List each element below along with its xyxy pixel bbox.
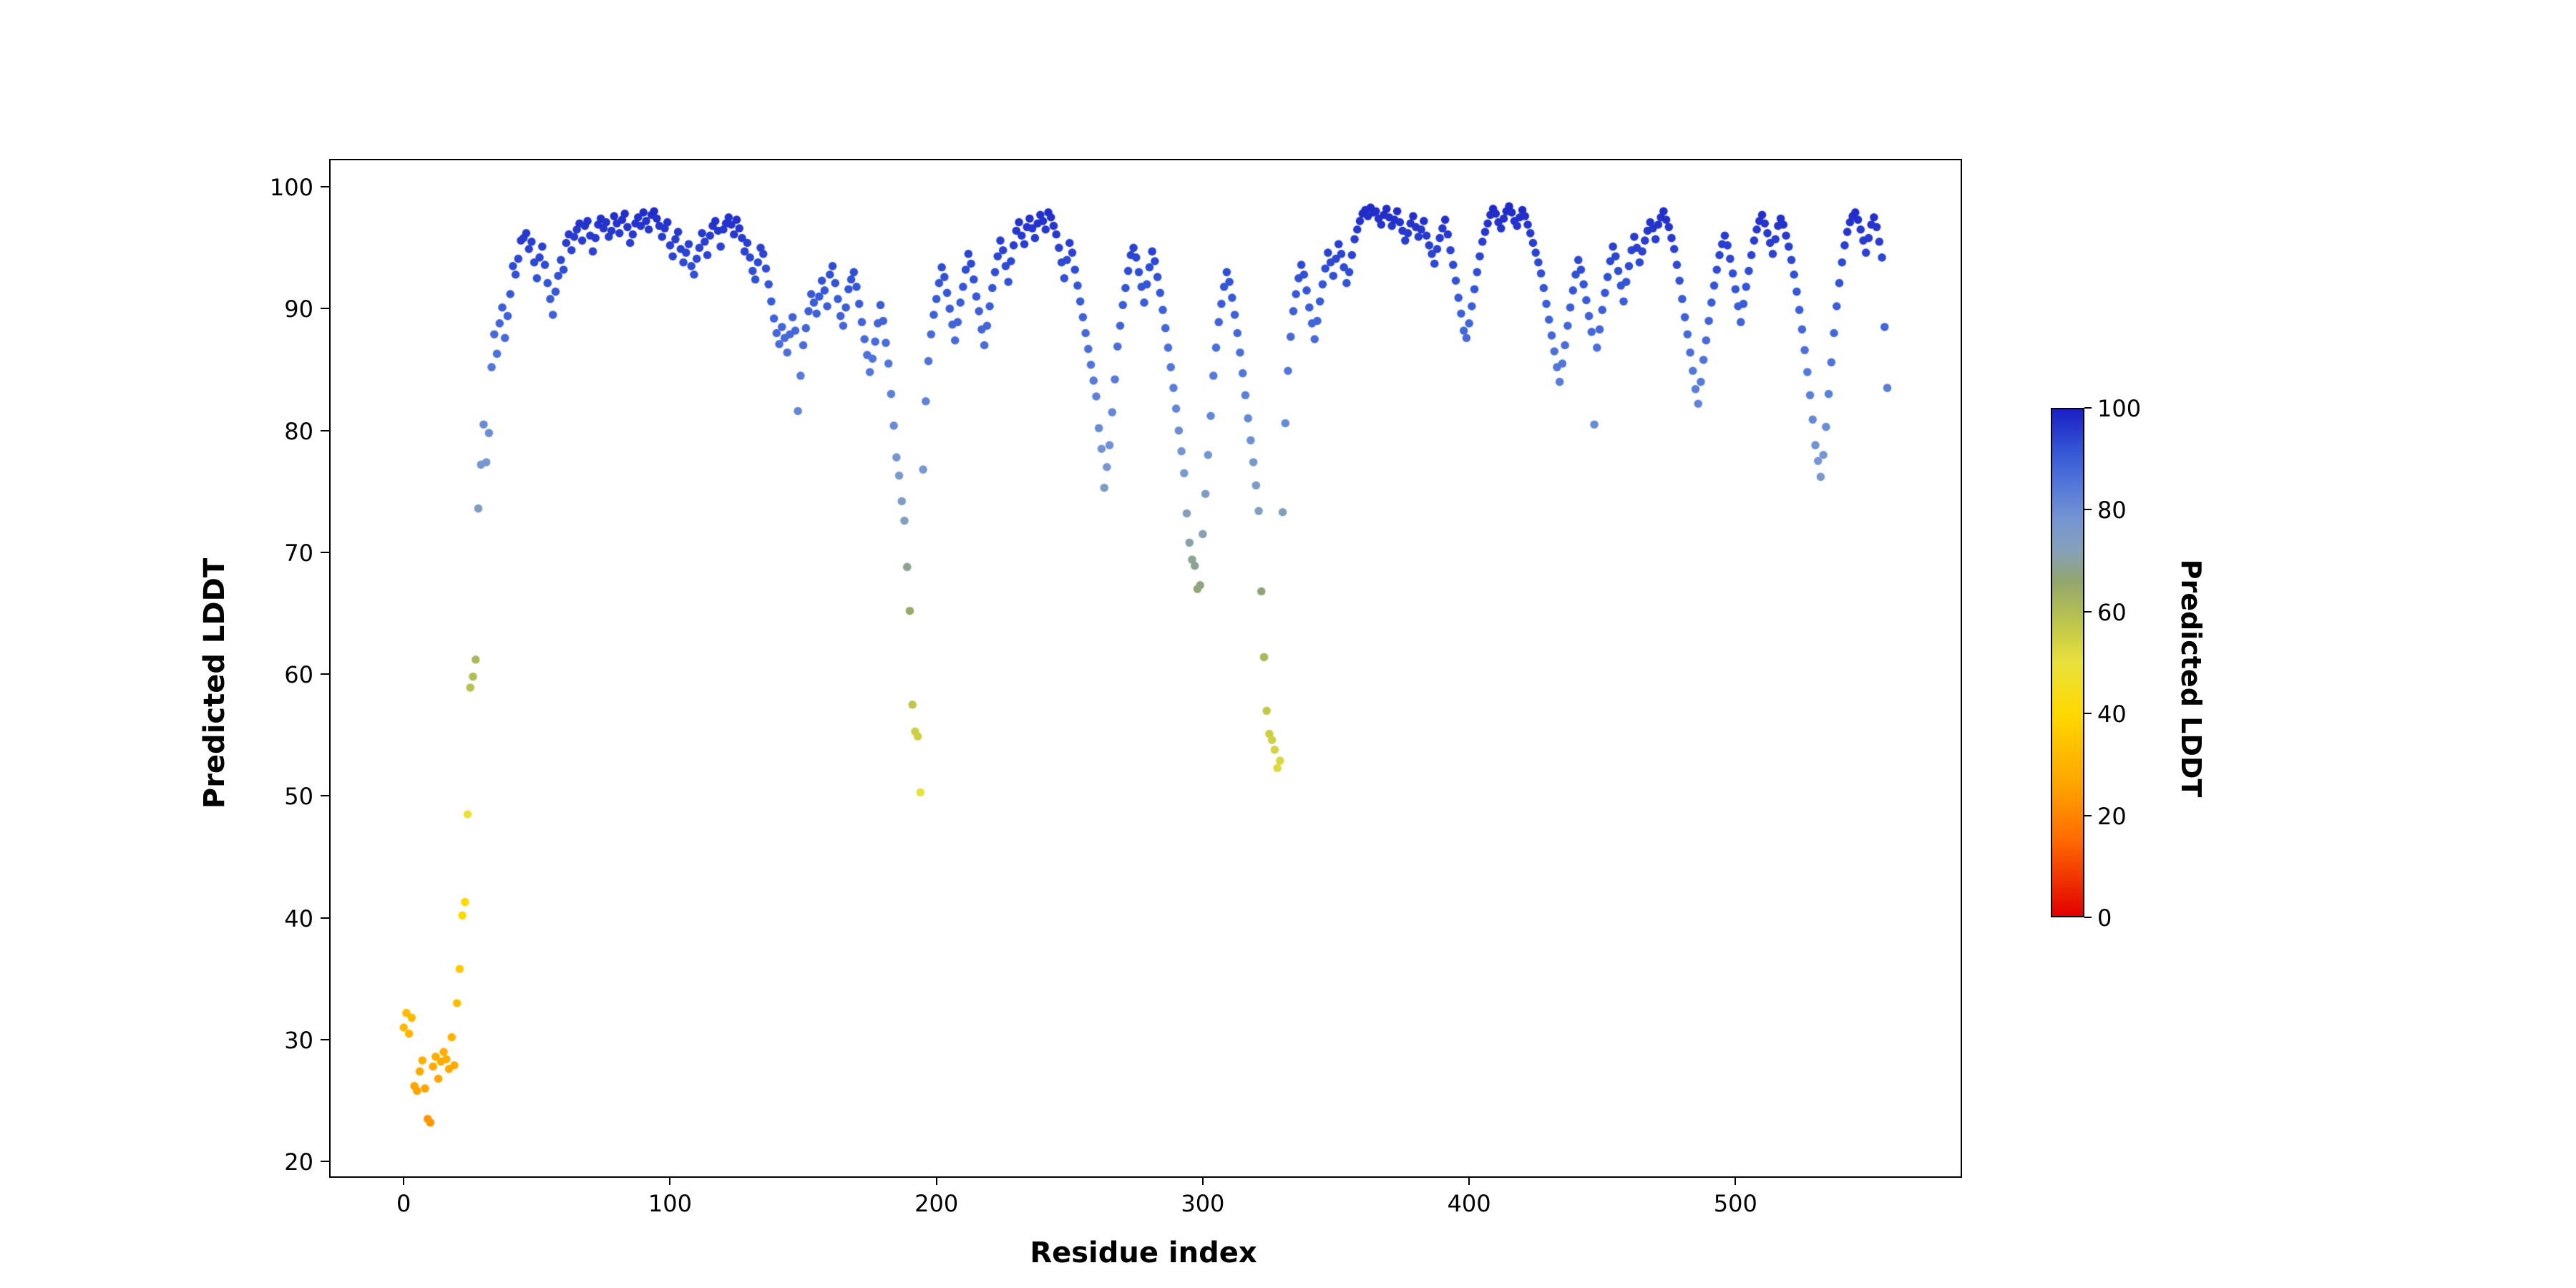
colorbar-label: Predicted LDDT [2175,559,2207,798]
y-tick-mark [321,308,329,310]
y-tick-mark [321,1039,329,1040]
colorbar-tick-label: 80 [2097,497,2127,525]
y-tick-mark [321,795,329,797]
y-tick-label: 70 [284,539,313,567]
y-tick-label: 50 [284,783,313,811]
x-axis-label: Residue index [1030,1236,1257,1269]
colorbar-tick-label: 0 [2097,904,2112,932]
y-tick-mark [321,673,329,675]
x-tick-mark [403,1176,405,1185]
y-tick-mark [321,551,329,553]
colorbar-gradient [2051,408,2084,917]
colorbar-tick-mark [2084,407,2092,409]
colorbar-tick-mark [2084,814,2092,816]
y-tick-mark [321,1161,329,1163]
colorbar-tick-label: 100 [2097,395,2142,422]
y-tick-label: 40 [284,904,313,932]
y-tick-label: 80 [284,417,313,445]
x-tick-label: 200 [914,1190,959,1217]
colorbar-tick-mark [2084,509,2092,511]
x-tick-mark [669,1176,671,1185]
y-tick-label: 60 [284,661,313,689]
x-tick-mark [1201,1176,1204,1185]
colorbar-tick-label: 60 [2097,598,2127,626]
y-tick-label: 90 [284,296,313,323]
x-tick-mark [1735,1176,1737,1185]
colorbar-tick-mark [2084,610,2092,613]
x-tick-label: 400 [1447,1190,1491,1217]
x-tick-label: 0 [396,1190,411,1217]
colorbar-tick-label: 40 [2097,701,2127,728]
x-tick-label: 500 [1713,1190,1757,1217]
colorbar-tick-mark [2084,713,2092,715]
x-tick-mark [935,1176,937,1185]
x-tick-mark [1468,1176,1470,1185]
x-tick-label: 300 [1181,1190,1225,1217]
y-tick-label: 30 [284,1027,313,1054]
y-tick-mark [321,917,329,919]
colorbar-tick-label: 20 [2097,802,2127,830]
y-tick-mark [321,429,329,431]
scatter-plot-canvas [329,159,1959,1175]
y-tick-label: 20 [284,1148,313,1176]
y-tick-label: 100 [269,174,313,202]
y-tick-mark [321,186,329,188]
x-tick-label: 100 [648,1190,692,1217]
colorbar-tick-mark [2084,917,2092,918]
